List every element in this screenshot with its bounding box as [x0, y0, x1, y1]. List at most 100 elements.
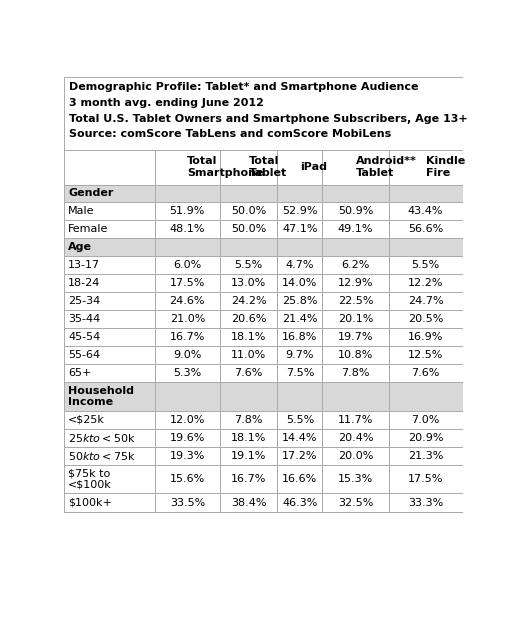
Text: 15.6%: 15.6% [170, 474, 205, 484]
Bar [389, 429, 463, 447]
Bar [219, 447, 278, 465]
Text: 25.8%: 25.8% [282, 296, 318, 306]
Bar [322, 310, 389, 328]
Bar [64, 382, 155, 411]
Text: 20.1%: 20.1% [338, 314, 373, 324]
Text: 50.0%: 50.0% [231, 206, 266, 216]
Bar [155, 465, 219, 494]
Text: Total
Tablet: Total Tablet [248, 156, 287, 178]
Text: 21.0%: 21.0% [170, 314, 205, 324]
Text: 56.6%: 56.6% [408, 224, 443, 235]
Bar [322, 429, 389, 447]
Text: 35-44: 35-44 [68, 314, 100, 324]
Bar [322, 465, 389, 494]
Bar [219, 238, 278, 256]
Bar [155, 364, 219, 382]
Bar [155, 447, 219, 465]
Text: Android**
Tablet: Android** Tablet [356, 156, 416, 178]
Bar [389, 185, 463, 203]
Bar [64, 465, 155, 494]
Text: $100k+: $100k+ [68, 497, 112, 508]
Text: 25-34: 25-34 [68, 296, 100, 306]
Bar [64, 346, 155, 364]
Text: 15.3%: 15.3% [338, 474, 373, 484]
Bar [389, 150, 463, 185]
Text: Household
Income: Household Income [68, 386, 134, 407]
Bar [322, 221, 389, 238]
Text: Total U.S. Tablet Owners and Smartphone Subscribers, Age 13+: Total U.S. Tablet Owners and Smartphone … [69, 113, 468, 124]
Bar [219, 274, 278, 292]
Bar [278, 447, 322, 465]
Bar [322, 238, 389, 256]
Text: 7.8%: 7.8% [341, 368, 370, 378]
Bar [219, 429, 278, 447]
Text: Gender: Gender [68, 188, 114, 199]
Bar [389, 256, 463, 274]
Bar [278, 465, 322, 494]
Bar [389, 382, 463, 411]
Text: 12.9%: 12.9% [338, 278, 373, 288]
Bar [322, 274, 389, 292]
Text: 16.7%: 16.7% [170, 332, 205, 342]
Bar [322, 494, 389, 512]
Text: 19.1%: 19.1% [231, 451, 266, 461]
Text: Age: Age [68, 242, 92, 252]
Bar [64, 328, 155, 346]
Text: 20.5%: 20.5% [408, 314, 443, 324]
Bar [322, 447, 389, 465]
Text: 5.5%: 5.5% [411, 260, 439, 270]
Bar [64, 185, 155, 203]
Bar [219, 465, 278, 494]
Bar [389, 465, 463, 494]
Bar [389, 447, 463, 465]
Text: 52.9%: 52.9% [282, 206, 318, 216]
Text: 18-24: 18-24 [68, 278, 101, 288]
Text: iPad: iPad [300, 162, 327, 172]
Bar [278, 429, 322, 447]
Bar [219, 494, 278, 512]
Text: 17.2%: 17.2% [282, 451, 318, 461]
Bar [322, 292, 389, 310]
Text: 45-54: 45-54 [68, 332, 100, 342]
Text: 16.9%: 16.9% [408, 332, 443, 342]
Bar [322, 185, 389, 203]
Text: 24.6%: 24.6% [170, 296, 205, 306]
Bar [219, 203, 278, 221]
Text: 24.2%: 24.2% [231, 296, 266, 306]
Bar [155, 150, 219, 185]
Bar [389, 310, 463, 328]
Bar [322, 328, 389, 346]
Bar [278, 494, 322, 512]
Bar [64, 494, 155, 512]
Text: 16.6%: 16.6% [282, 474, 318, 484]
Text: 14.0%: 14.0% [282, 278, 318, 288]
Text: 55-64: 55-64 [68, 350, 100, 360]
Bar [389, 346, 463, 364]
Text: 9.0%: 9.0% [173, 350, 201, 360]
Bar [64, 292, 155, 310]
Text: 32.5%: 32.5% [338, 497, 373, 508]
Text: 12.2%: 12.2% [408, 278, 443, 288]
Bar [155, 382, 219, 411]
Text: 12.0%: 12.0% [170, 415, 205, 425]
Bar [64, 429, 155, 447]
Text: 19.7%: 19.7% [338, 332, 373, 342]
Bar [219, 185, 278, 203]
Bar [155, 328, 219, 346]
Bar [219, 310, 278, 328]
Bar [322, 382, 389, 411]
Text: 6.0%: 6.0% [173, 260, 201, 270]
Text: 4.7%: 4.7% [286, 260, 314, 270]
Bar [64, 310, 155, 328]
Bar [278, 221, 322, 238]
Text: 7.6%: 7.6% [411, 368, 440, 378]
Bar [155, 494, 219, 512]
Bar [278, 203, 322, 221]
Bar [219, 150, 278, 185]
Bar [219, 221, 278, 238]
Bar [389, 274, 463, 292]
Text: 17.5%: 17.5% [170, 278, 205, 288]
Bar [322, 364, 389, 382]
Bar [389, 292, 463, 310]
Text: 17.5%: 17.5% [408, 474, 443, 484]
